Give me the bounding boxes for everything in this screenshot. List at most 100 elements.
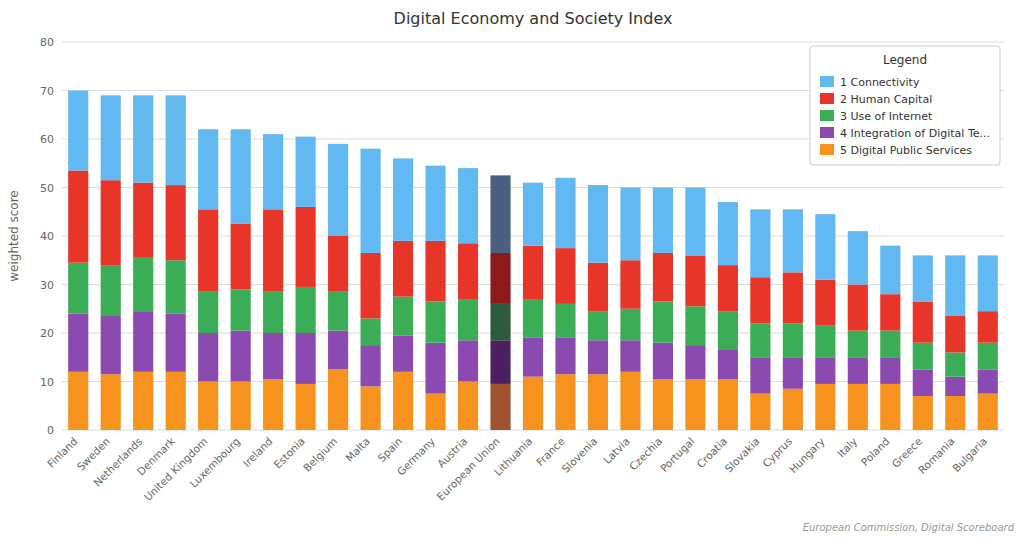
x-tick-label: Belgium bbox=[301, 435, 340, 474]
legend-swatch bbox=[820, 110, 834, 121]
y-tick-label: 30 bbox=[40, 279, 54, 292]
bar-segment bbox=[166, 260, 186, 313]
y-tick-label: 60 bbox=[40, 133, 54, 146]
bar-segment bbox=[913, 369, 933, 396]
legend-title: Legend bbox=[883, 53, 927, 67]
bar-segment bbox=[328, 369, 348, 430]
bar-segment bbox=[231, 224, 251, 289]
bar-segment bbox=[783, 272, 803, 323]
bar-segment bbox=[555, 304, 575, 338]
bar-segment bbox=[588, 185, 608, 263]
bar-segment bbox=[361, 149, 381, 253]
bar-segment bbox=[328, 236, 348, 292]
x-tick-label: Poland bbox=[858, 435, 891, 468]
bar-segment bbox=[750, 277, 770, 323]
title: Digital Economy and Society Index bbox=[394, 9, 673, 28]
bar-segment bbox=[166, 372, 186, 430]
bar-segment bbox=[620, 372, 640, 430]
bar-segment bbox=[198, 129, 218, 209]
x-tick-label: Ireland bbox=[240, 435, 274, 469]
legend-label: 5 Digital Public Services bbox=[840, 144, 972, 157]
bar-segment bbox=[166, 95, 186, 185]
bar-segment bbox=[588, 340, 608, 374]
bar-segment bbox=[425, 166, 445, 241]
legend-swatch bbox=[820, 127, 834, 138]
x-tick-label: Germany bbox=[394, 435, 437, 478]
x-tick-label: Slovakia bbox=[722, 435, 762, 475]
bar-segment bbox=[133, 372, 153, 430]
bar-segment bbox=[685, 345, 705, 379]
bar-segment bbox=[328, 144, 348, 236]
bar-segment bbox=[848, 231, 868, 284]
bar-segment bbox=[393, 335, 413, 371]
bar-segment bbox=[101, 316, 121, 374]
bar-segment bbox=[101, 95, 121, 180]
bar-segment bbox=[685, 188, 705, 256]
bar-segment bbox=[620, 260, 640, 309]
x-tick-label: Netherlands bbox=[91, 435, 145, 489]
bar-segment bbox=[783, 323, 803, 357]
bar-segment bbox=[458, 382, 478, 431]
bar-segment bbox=[296, 207, 316, 287]
bar-segment bbox=[653, 343, 673, 379]
bar-segment bbox=[68, 91, 88, 171]
bar-segment bbox=[555, 338, 575, 374]
x-tick-label: Bulgaria bbox=[950, 435, 989, 474]
bar-segment bbox=[815, 357, 835, 384]
bar-segment bbox=[458, 299, 478, 340]
bar-segment bbox=[328, 292, 348, 331]
bar-segment bbox=[490, 384, 510, 430]
bar-segment bbox=[685, 306, 705, 345]
bar-segment bbox=[555, 248, 575, 304]
bar-segment bbox=[490, 304, 510, 340]
y-tick-label: 50 bbox=[40, 182, 54, 195]
bar-segment bbox=[68, 372, 88, 430]
bar-segment bbox=[880, 357, 900, 384]
bar-segment bbox=[296, 384, 316, 430]
x-tick-label: Luxembourg bbox=[187, 435, 242, 490]
bar-segment bbox=[296, 333, 316, 384]
bar-segment bbox=[750, 323, 770, 357]
bar-segment bbox=[685, 379, 705, 430]
bar-segment bbox=[880, 384, 900, 430]
bar-segment bbox=[523, 246, 543, 299]
x-tick-label: Romania bbox=[916, 435, 957, 476]
x-tick-label: Lithuania bbox=[492, 435, 535, 478]
bar-segment bbox=[815, 280, 835, 326]
bar-segment bbox=[198, 333, 218, 382]
bar-segment bbox=[718, 265, 738, 311]
bar-segment bbox=[490, 175, 510, 253]
bar-segment bbox=[848, 357, 868, 384]
legend-label: 4 Integration of Digital Te... bbox=[840, 127, 990, 140]
bar-segment bbox=[425, 241, 445, 302]
bar-segment bbox=[945, 316, 965, 352]
grid bbox=[62, 42, 1004, 430]
bar-segment bbox=[913, 343, 933, 370]
bar-segment bbox=[945, 396, 965, 430]
bar-segment bbox=[718, 311, 738, 350]
x-tick-label: Italy bbox=[835, 435, 860, 460]
bar-segment bbox=[555, 374, 575, 430]
bar-segment bbox=[231, 289, 251, 330]
legend-label: 3 Use of Internet bbox=[840, 110, 933, 123]
bar-segment bbox=[848, 331, 868, 358]
bar-segment bbox=[458, 243, 478, 299]
bar-segment bbox=[458, 340, 478, 381]
bar-segment bbox=[133, 95, 153, 182]
bar-segment bbox=[718, 350, 738, 379]
bar-segment bbox=[588, 311, 608, 340]
bar-segment bbox=[166, 314, 186, 372]
bar-segment bbox=[815, 384, 835, 430]
bar-segment bbox=[263, 209, 283, 291]
bar-segment bbox=[263, 292, 283, 333]
bar-segment bbox=[783, 389, 803, 430]
bar-segment bbox=[328, 331, 348, 370]
bar-segment bbox=[620, 188, 640, 261]
bar-segment bbox=[523, 183, 543, 246]
bar-segment bbox=[68, 263, 88, 314]
bar-segment bbox=[653, 253, 673, 302]
bar-segment bbox=[913, 396, 933, 430]
bar-segment bbox=[978, 343, 998, 370]
bar-segment bbox=[425, 394, 445, 430]
x-tick-label: Portugal bbox=[658, 435, 697, 474]
